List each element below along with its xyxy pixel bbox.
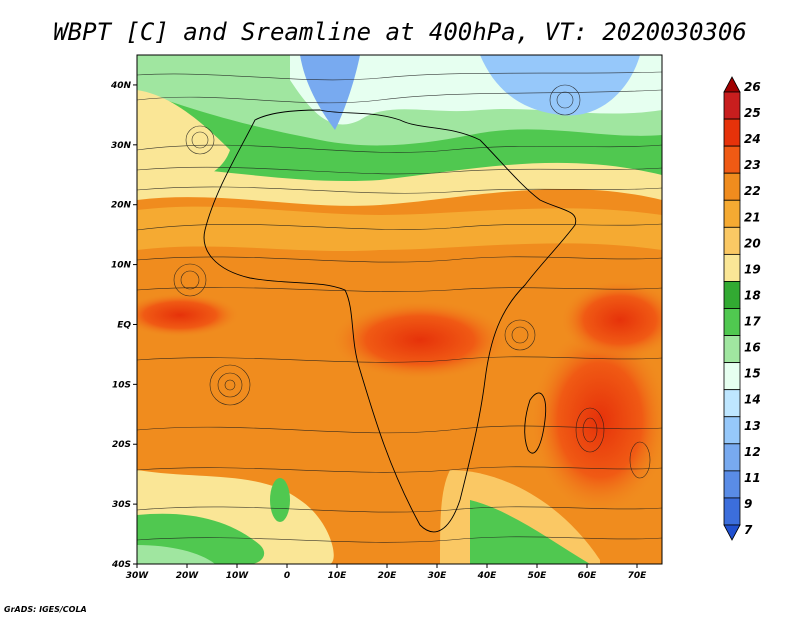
colorbar-segment bbox=[723, 253, 741, 282]
colorbar: 26 25 24 23 22 21 20 19 18 17 16 15 14 13 12 11 9 7 bbox=[723, 76, 761, 541]
colorbar-label: 22 bbox=[744, 184, 761, 198]
colorbar-segment bbox=[723, 416, 741, 445]
colorbar-label: 16 bbox=[744, 341, 761, 355]
wbpt-field bbox=[137, 55, 662, 564]
lat-tick-label: 20S bbox=[112, 440, 131, 450]
colorbar-label: 19 bbox=[744, 262, 761, 276]
grads-credit: GrADS: IGES/COLA bbox=[4, 605, 87, 614]
map-frame bbox=[136, 54, 663, 565]
colorbar-label: 21 bbox=[744, 210, 761, 224]
colorbar-bottom-arrow bbox=[723, 524, 741, 541]
lon-tick-label: 70E bbox=[628, 571, 648, 581]
colorbar-label: 24 bbox=[744, 132, 761, 146]
colorbar-label: 25 bbox=[744, 106, 761, 120]
colorbar-segment bbox=[723, 362, 741, 391]
colorbar-segment bbox=[723, 91, 741, 120]
colorbar-label: 12 bbox=[744, 445, 761, 459]
axis-ticks: 30W 20W 10W 0 10E 20E 30E 40E 50E 60E 70E 40N 30N 20N… bbox=[110, 81, 647, 581]
lat-tick-label: 10N bbox=[111, 261, 132, 271]
colorbar-segment bbox=[723, 199, 741, 228]
colorbar-label: 23 bbox=[744, 158, 761, 172]
colorbar-segment bbox=[723, 281, 741, 309]
colorbar-label: 11 bbox=[744, 471, 761, 485]
lon-tick-label: 10E bbox=[328, 571, 348, 581]
lon-tick-label: 0 bbox=[284, 571, 290, 581]
lat-tick-label: 40S bbox=[111, 560, 131, 570]
colorbar-label: 20 bbox=[744, 236, 761, 250]
lon-tick-label: 10W bbox=[226, 571, 250, 581]
colorbar-segment bbox=[723, 497, 741, 526]
lon-tick-label: 30E bbox=[428, 571, 448, 581]
colorbar-label: 13 bbox=[744, 419, 761, 433]
colorbar-label: 26 bbox=[744, 80, 761, 94]
lon-tick-label: 30W bbox=[126, 571, 150, 581]
lon-tick-label: 20W bbox=[176, 571, 200, 581]
lon-tick-label: 20E bbox=[378, 571, 398, 581]
map-title: WBPT [C] and Sreamline at 400hPa, VT: 20… bbox=[53, 18, 747, 46]
lat-tick-label: 30N bbox=[111, 141, 132, 151]
colorbar-segment bbox=[723, 226, 741, 255]
colorbar-label: 18 bbox=[744, 288, 761, 302]
lat-tick-label: 10S bbox=[112, 380, 131, 390]
lon-tick-label: 40E bbox=[477, 571, 498, 581]
colorbar-label: 14 bbox=[744, 393, 761, 407]
lat-tick-label: EQ bbox=[117, 320, 131, 330]
colorbar-segment bbox=[723, 145, 741, 174]
colorbar-label: 7 bbox=[744, 523, 753, 537]
colorbar-segment bbox=[723, 118, 741, 147]
colorbar-label: 15 bbox=[744, 367, 761, 381]
lon-tick-label: 60E bbox=[578, 571, 598, 581]
colorbar-segment bbox=[723, 335, 741, 364]
colorbar-label: 17 bbox=[744, 315, 761, 329]
lat-tick-label: 40N bbox=[110, 81, 132, 91]
colorbar-segment bbox=[723, 470, 741, 499]
colorbar-label: 9 bbox=[744, 497, 752, 511]
colorbar-top-arrow bbox=[723, 76, 741, 93]
lon-tick-label: 50E bbox=[528, 571, 548, 581]
colorbar-segment bbox=[723, 308, 741, 336]
lat-tick-label: 20N bbox=[111, 201, 132, 211]
colorbar-segment bbox=[723, 443, 741, 472]
lat-tick-label: 30S bbox=[112, 500, 131, 510]
colorbar-segment bbox=[723, 389, 741, 418]
colorbar-segment bbox=[723, 172, 741, 201]
